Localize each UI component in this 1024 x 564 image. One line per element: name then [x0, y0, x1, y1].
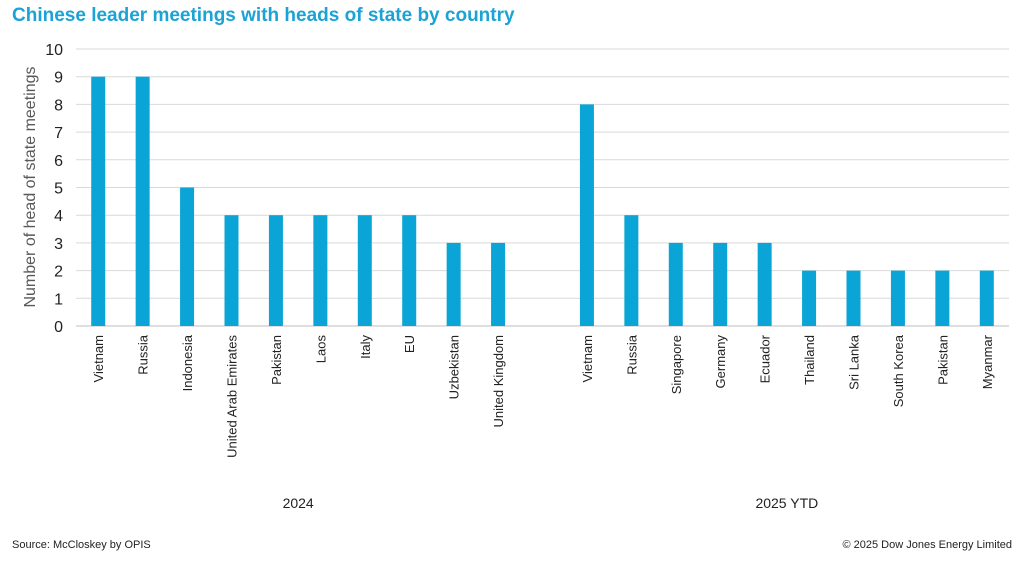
bar	[757, 242, 772, 326]
x-tick-label: Indonesia	[180, 334, 195, 391]
y-tick-label: 8	[54, 97, 63, 114]
x-tick-label: Thailand	[802, 335, 817, 385]
bar	[802, 270, 817, 326]
y-tick-label: 9	[54, 70, 63, 87]
x-tick-label: United Kingdom	[491, 335, 506, 428]
bar	[313, 215, 328, 326]
source-note: Source: McCloskey by OPIS	[12, 539, 151, 551]
y-tick-label: 7	[54, 125, 63, 142]
x-tick-label: Germany	[713, 335, 728, 389]
bar	[713, 242, 728, 326]
y-tick-label: 5	[54, 181, 63, 198]
y-tick-label: 0	[54, 319, 63, 336]
x-tick-label: Vietnam	[91, 335, 106, 382]
bar	[446, 242, 461, 326]
bar	[402, 215, 417, 326]
y-tick-label: 3	[54, 236, 63, 253]
x-tick-label: Ecuador	[758, 334, 773, 383]
bar	[624, 215, 639, 326]
bar	[979, 270, 994, 326]
x-tick-label: Russia	[136, 334, 151, 375]
y-axis-title: Number of head of state meetings	[22, 66, 39, 307]
bar	[935, 270, 950, 326]
x-tick-label: South Korea	[891, 334, 906, 407]
bar	[491, 242, 506, 326]
chart-title: Chinese leader meetings with heads of st…	[12, 5, 515, 26]
bar	[91, 76, 106, 326]
y-tick-label: 10	[45, 42, 63, 59]
bar	[890, 270, 905, 326]
bar	[579, 104, 594, 327]
x-tick-label: Singapore	[669, 335, 684, 394]
x-tick-label: United Arab Emirates	[225, 335, 240, 458]
y-tick-label: 4	[54, 208, 63, 225]
x-tick-label: Myanmar	[980, 334, 995, 389]
bar	[180, 187, 195, 326]
x-tick-label: EU	[402, 335, 417, 353]
group-label: 2025 YTD	[755, 495, 818, 511]
y-tick-label: 2	[54, 264, 63, 281]
bar	[268, 215, 283, 326]
x-tick-label: Pakistan	[935, 335, 950, 385]
bar	[846, 270, 861, 326]
x-tick-label: Laos	[313, 335, 328, 364]
bar	[668, 242, 683, 326]
bar	[224, 215, 239, 326]
x-tick-label: Uzbekistan	[447, 335, 462, 399]
bar	[357, 215, 372, 326]
y-tick-label: 1	[54, 291, 63, 308]
bar	[135, 76, 150, 326]
x-tick-label: Russia	[624, 334, 639, 375]
x-tick-label: Vietnam	[580, 335, 595, 382]
x-tick-label: Italy	[358, 335, 373, 359]
x-tick-label: Sri Lanka	[847, 334, 862, 390]
group-label: 2024	[283, 495, 314, 511]
copyright-note: © 2025 Dow Jones Energy Limited	[842, 539, 1012, 551]
x-tick-label: Pakistan	[269, 335, 284, 385]
y-tick-label: 6	[54, 153, 63, 170]
